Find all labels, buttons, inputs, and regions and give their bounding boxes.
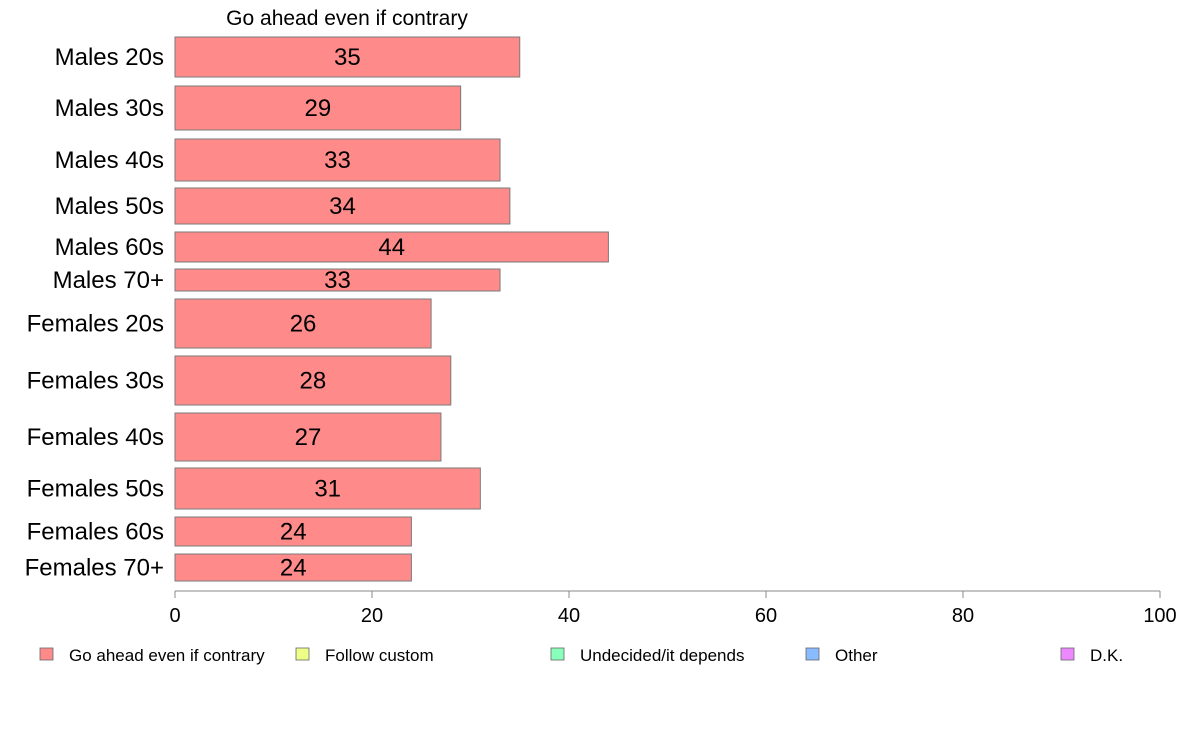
data-label-females-20s: 26 bbox=[290, 311, 317, 338]
category-label-males-30s: Males 30s bbox=[55, 95, 164, 122]
data-label-females-40s: 27 bbox=[295, 424, 322, 451]
x-tick-label-60: 60 bbox=[755, 605, 777, 627]
legend-swatch-go-ahead-even-if-contrary bbox=[39, 647, 54, 661]
data-label-males-30s: 29 bbox=[304, 95, 331, 122]
x-tick-label-20: 20 bbox=[361, 605, 383, 627]
category-label-females-50s: Females 50s bbox=[27, 476, 164, 503]
bar-males-30s bbox=[174, 85, 462, 131]
legend-label-undecided-it-depends: Undecided/it depends bbox=[580, 646, 744, 665]
legend-swatch-follow-custom bbox=[295, 647, 310, 661]
bar-males-70plus bbox=[174, 268, 501, 292]
x-tick-label-80: 80 bbox=[952, 605, 974, 627]
bars-layer: 35 Males 20s 29 Males 30s 33 Males 40s 34 Males… bbox=[25, 36, 609, 582]
data-label-males-70plus: 33 bbox=[324, 267, 351, 294]
data-label-females-50s: 31 bbox=[314, 476, 341, 503]
category-label-males-20s: Males 20s bbox=[55, 44, 164, 71]
bar-males-20s bbox=[174, 36, 521, 78]
data-label-males-50s: 34 bbox=[329, 193, 356, 220]
data-label-females-70plus: 24 bbox=[280, 555, 307, 582]
x-tick-label-40: 40 bbox=[558, 605, 580, 627]
legend-label-go-ahead-even-if-contrary: Go ahead even if contrary bbox=[69, 646, 265, 665]
legend-swatch-other bbox=[805, 647, 820, 661]
data-label-males-60s: 44 bbox=[378, 234, 405, 261]
bar-females-40s bbox=[174, 412, 442, 462]
bar-males-40s bbox=[174, 138, 501, 182]
chart-title: Go ahead even if contrary bbox=[226, 7, 468, 30]
legend-swatch-undecided-it-depends bbox=[550, 647, 565, 661]
bar-females-60s bbox=[174, 516, 412, 547]
category-label-males-50s: Males 50s bbox=[55, 193, 164, 220]
data-label-females-60s: 24 bbox=[280, 519, 307, 546]
category-label-females-40s: Females 40s bbox=[27, 424, 164, 451]
category-label-females-60s: Females 60s bbox=[27, 519, 164, 546]
category-label-females-20s: Females 20s bbox=[27, 311, 164, 338]
bar-females-70plus bbox=[174, 553, 412, 582]
category-label-males-70plus: Males 70+ bbox=[53, 267, 164, 294]
bar-females-50s bbox=[174, 467, 481, 510]
legend-label-other: Other bbox=[835, 646, 878, 665]
x-tick-label-0: 0 bbox=[169, 605, 180, 627]
category-label-females-30s: Females 30s bbox=[27, 368, 164, 395]
legend-label-follow-custom: Follow custom bbox=[325, 646, 434, 665]
bar-males-50s bbox=[174, 187, 511, 225]
x-axis: 0 20 40 60 80 100 bbox=[169, 590, 1177, 627]
legend: Go ahead even if contrary Follow custom Un… bbox=[39, 646, 1123, 665]
data-label-males-40s: 33 bbox=[324, 147, 351, 174]
category-label-males-60s: Males 60s bbox=[55, 234, 164, 261]
category-label-males-40s: Males 40s bbox=[55, 147, 164, 174]
bar-females-30s bbox=[174, 355, 452, 406]
category-label-females-70plus: Females 70+ bbox=[25, 555, 164, 582]
bar-males-60s bbox=[174, 231, 609, 263]
legend-swatch-d-k bbox=[1060, 647, 1075, 661]
bar-females-20s bbox=[174, 298, 432, 349]
legend-label-d-k: D.K. bbox=[1090, 646, 1123, 665]
data-label-females-30s: 28 bbox=[300, 368, 327, 395]
data-label-males-20s: 35 bbox=[334, 44, 361, 71]
x-tick-label-100: 100 bbox=[1143, 605, 1176, 627]
